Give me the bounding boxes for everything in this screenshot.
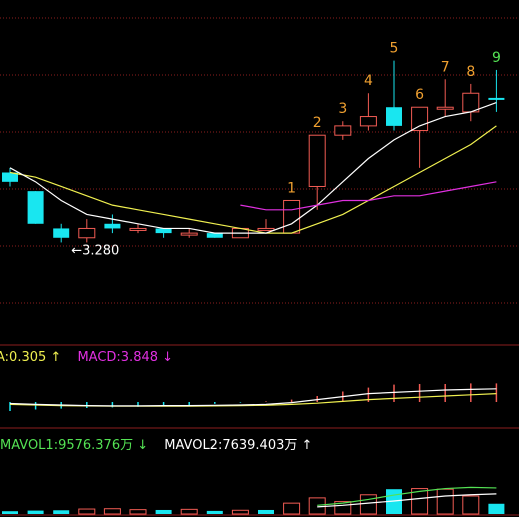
- ma-white-line: [9, 102, 497, 234]
- wave-label: 9: [492, 50, 501, 66]
- volume-legend: MAVOL1:9576.376万 ↓ MAVOL2:7639.403万 ↑: [0, 434, 324, 453]
- candle-body: [180, 232, 198, 236]
- candle-body: [257, 227, 275, 231]
- volume-bar: [180, 508, 198, 515]
- candle-body: [27, 191, 44, 224]
- volume-bar: [53, 510, 70, 514]
- grid: [0, 17, 519, 516]
- candle-body: [129, 227, 147, 231]
- volume-bar: [206, 510, 223, 514]
- macd-legend-macd: MACD:3.848 ↓: [77, 350, 174, 365]
- volume-bar: [462, 495, 480, 515]
- volume-bar: [2, 511, 18, 514]
- candle-body: [436, 106, 454, 110]
- volume-bar: [283, 502, 301, 515]
- macd-dif-line: [9, 388, 497, 407]
- wave-label: 6: [415, 87, 424, 103]
- wave-label: 2: [313, 115, 322, 131]
- candle-body: [488, 97, 505, 100]
- mavol1-line: [317, 486, 497, 506]
- candle-body: [411, 106, 429, 132]
- mavol2-line: [317, 493, 497, 508]
- wave-label: 8: [466, 64, 475, 80]
- candle-body: [155, 228, 172, 234]
- volume-bar: [103, 508, 121, 515]
- candle-body: [283, 199, 301, 234]
- volume-bar: [488, 503, 505, 514]
- volume-bar: [129, 509, 147, 515]
- volume-bar: [27, 510, 44, 514]
- candle-body: [308, 134, 326, 187]
- candle-body: [359, 116, 377, 127]
- volume-legend-mavol1: MAVOL1:9576.376万 ↓: [0, 438, 149, 453]
- volume-bar: [436, 488, 454, 515]
- macd-legend: A:0.305 ↑ MACD:3.848 ↓: [0, 350, 185, 365]
- volume-bar: [231, 509, 249, 515]
- low-price-annotation: ←3.280: [71, 243, 119, 258]
- candle-body: [334, 125, 352, 136]
- volume-bar: [359, 494, 377, 515]
- volume-bar: [78, 508, 96, 515]
- candle-body: [104, 223, 121, 229]
- candle-body: [78, 227, 96, 239]
- ma-yellow-line: [9, 125, 497, 234]
- candle-body: [2, 172, 18, 182]
- candle-body: [206, 233, 223, 238]
- candle-body: [386, 107, 402, 126]
- ma-magenta-line: [240, 181, 497, 211]
- volume-legend-mavol2: MAVOL2:7639.403万 ↑: [164, 438, 313, 453]
- volume-bar: [258, 509, 274, 514]
- wave-label: 3: [338, 101, 347, 117]
- volume-panel: [2, 486, 505, 515]
- macd-legend-a: A:0.305 ↑: [0, 350, 62, 365]
- macd-panel: [9, 383, 498, 411]
- volume-bar: [411, 488, 429, 515]
- candle-body: [53, 228, 70, 238]
- wave-label: 5: [390, 41, 399, 57]
- wave-label: 7: [441, 59, 450, 75]
- wave-label: 4: [364, 73, 373, 89]
- wave-label: 1: [287, 180, 296, 196]
- candle-body: [462, 92, 480, 113]
- volume-bar: [155, 509, 172, 514]
